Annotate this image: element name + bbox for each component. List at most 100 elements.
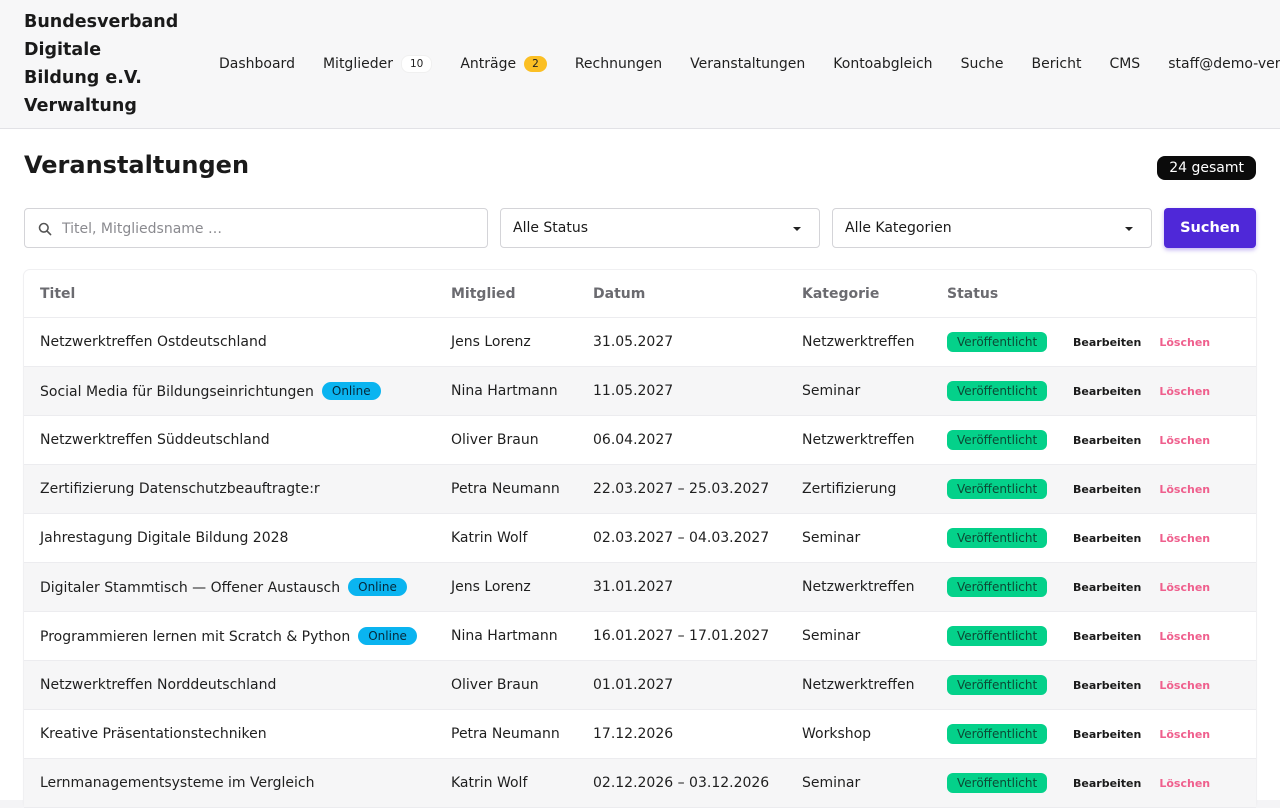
edit-button[interactable]: Bearbeiten	[1073, 581, 1142, 594]
category-select[interactable]: Alle Kategorien	[832, 208, 1152, 248]
nav-cms[interactable]: CMS	[1095, 50, 1154, 78]
edit-button[interactable]: Bearbeiten	[1073, 483, 1142, 496]
delete-button[interactable]: Löschen	[1159, 630, 1211, 643]
nav-label: Suche	[960, 56, 1004, 72]
delete-button[interactable]: Löschen	[1159, 777, 1211, 790]
cell-category: Netzwerktreffen	[786, 415, 931, 465]
search-button[interactable]: Suchen	[1164, 208, 1256, 248]
cell-title: Netzwerktreffen Norddeutschland	[24, 660, 435, 710]
table-row[interactable]: Kreative Präsentationstechniken Petra Neu…	[24, 709, 1256, 759]
delete-button[interactable]: Löschen	[1159, 532, 1211, 545]
nav-kontoabgleich[interactable]: Kontoabgleich	[819, 50, 946, 78]
category-select-value: Alle Kategorien	[845, 220, 952, 236]
edit-button[interactable]: Bearbeiten	[1073, 777, 1142, 790]
table-row[interactable]: Digitaler Stammtisch — Offener Austausch…	[24, 562, 1256, 612]
filter-bar: Alle Status Alle Kategorien Suchen	[24, 208, 1256, 249]
nav-suche[interactable]: Suche	[947, 50, 1018, 78]
cell-category: Seminar	[786, 611, 931, 661]
delete-button[interactable]: Löschen	[1159, 385, 1211, 398]
status-badge: Veröffentlicht	[947, 724, 1048, 744]
nav-label: Anträge	[460, 56, 517, 72]
cell-category: Seminar	[786, 758, 931, 808]
event-title[interactable]: Lernmanagementsysteme im Vergleich	[40, 775, 315, 791]
edit-button[interactable]: Bearbeiten	[1073, 336, 1142, 349]
online-badge: Online	[321, 382, 381, 400]
status-badge: Veröffentlicht	[947, 332, 1048, 352]
delete-button[interactable]: Löschen	[1159, 336, 1211, 349]
cell-date: 17.12.2026	[577, 709, 786, 759]
column-header-mitglied[interactable]: Mitglied	[435, 270, 577, 318]
event-title[interactable]: Zertifizierung Datenschutzbeauftragte:r	[40, 481, 320, 497]
event-title[interactable]: Jahrestagung Digitale Bildung 2028	[40, 530, 289, 546]
cell-actions: Bearbeiten Löschen	[1057, 611, 1256, 661]
nav-dashboard[interactable]: Dashboard	[205, 50, 309, 78]
column-header-kategorie[interactable]: Kategorie	[786, 270, 931, 318]
column-header-actions	[1057, 270, 1256, 318]
cell-actions: Bearbeiten Löschen	[1057, 464, 1256, 514]
chevron-down-icon	[793, 227, 801, 231]
status-select[interactable]: Alle Status	[500, 208, 820, 248]
table-row[interactable]: Zertifizierung Datenschutzbeauftragte:r P…	[24, 464, 1256, 514]
cell-member: Jens Lorenz	[435, 562, 577, 612]
edit-button[interactable]: Bearbeiten	[1073, 728, 1142, 741]
online-badge: Online	[348, 578, 407, 596]
column-header-datum[interactable]: Datum	[577, 270, 786, 318]
nav-label: Rechnungen	[574, 56, 663, 72]
cell-date: 16.01.2027 – 17.01.2027	[577, 611, 786, 661]
cell-date: 11.05.2027	[577, 366, 786, 416]
nav-user-account[interactable]: staff@demo-verb	[1154, 50, 1280, 78]
event-title[interactable]: Kreative Präsentationstechniken	[40, 726, 267, 742]
cell-member: Katrin Wolf	[435, 758, 577, 808]
event-title[interactable]: Netzwerktreffen Ostdeutschland	[40, 334, 267, 350]
delete-button[interactable]: Löschen	[1159, 728, 1211, 741]
edit-button[interactable]: Bearbeiten	[1073, 532, 1142, 545]
nav-veranstaltungen[interactable]: Veranstaltungen	[676, 50, 819, 78]
cell-actions: Bearbeiten Löschen	[1057, 415, 1256, 465]
event-title[interactable]: Digitaler Stammtisch — Offener Austausch	[40, 580, 341, 596]
edit-button[interactable]: Bearbeiten	[1073, 630, 1142, 643]
column-header-titel[interactable]: Titel	[24, 270, 435, 318]
delete-button[interactable]: Löschen	[1159, 434, 1211, 447]
edit-button[interactable]: Bearbeiten	[1073, 434, 1142, 447]
cell-date: 22.03.2027 – 25.03.2027	[577, 464, 786, 514]
brand-logo-text[interactable]: Bundesverband Digitale Bildung e.V. Verw…	[24, 8, 194, 120]
delete-button[interactable]: Löschen	[1159, 483, 1211, 496]
cell-category: Seminar	[786, 366, 931, 416]
nav-antraege[interactable]: Anträge 2	[446, 50, 560, 78]
nav-label: Mitglieder	[322, 56, 393, 72]
edit-button[interactable]: Bearbeiten	[1073, 385, 1142, 398]
table-row[interactable]: Social Media für Bildungseinrichtungen On…	[24, 366, 1256, 416]
event-title[interactable]: Programmieren lernen mit Scratch & Pytho…	[40, 629, 351, 645]
cell-category: Netzwerktreffen	[786, 660, 931, 710]
brand-line: Digitale	[24, 40, 102, 60]
edit-button[interactable]: Bearbeiten	[1073, 679, 1142, 692]
cell-title: Netzwerktreffen Süddeutschland	[24, 415, 435, 465]
event-title[interactable]: Netzwerktreffen Norddeutschland	[40, 677, 277, 693]
event-title[interactable]: Netzwerktreffen Süddeutschland	[40, 432, 270, 448]
event-title[interactable]: Social Media für Bildungseinrichtungen	[40, 384, 314, 400]
total-count-badge: 24 gesamt	[1157, 156, 1256, 180]
cell-category: Seminar	[786, 513, 931, 563]
cell-date: 02.03.2027 – 04.03.2027	[577, 513, 786, 563]
search-field[interactable]	[24, 208, 488, 249]
events-table-card: Titel Mitglied Datum Kategorie Status Ne…	[24, 270, 1256, 808]
table-row[interactable]: Lernmanagementsysteme im Vergleich Katrin…	[24, 758, 1256, 808]
delete-button[interactable]: Löschen	[1159, 581, 1211, 594]
search-input[interactable]	[60, 209, 484, 249]
table-row[interactable]: Jahrestagung Digitale Bildung 2028 Katrin…	[24, 513, 1256, 563]
cell-status: Veröffentlicht	[931, 366, 1057, 416]
nav-rechnungen[interactable]: Rechnungen	[561, 50, 676, 78]
nav-mitglieder[interactable]: Mitglieder 10	[309, 50, 446, 78]
table-row[interactable]: Programmieren lernen mit Scratch & Pytho…	[24, 611, 1256, 661]
status-select-value: Alle Status	[513, 220, 589, 236]
count-badge: 10	[400, 55, 433, 73]
cell-date: 31.05.2027	[577, 317, 786, 367]
delete-button[interactable]: Löschen	[1159, 679, 1211, 692]
column-header-status[interactable]: Status	[931, 270, 1057, 318]
nav-bericht[interactable]: Bericht	[1018, 50, 1096, 78]
table-row[interactable]: Netzwerktreffen Norddeutschland Oliver Br…	[24, 660, 1256, 710]
status-badge: Veröffentlicht	[947, 577, 1048, 597]
table-row[interactable]: Netzwerktreffen Süddeutschland Oliver Bra…	[24, 415, 1256, 465]
table-row[interactable]: Netzwerktreffen Ostdeutschland Jens Loren…	[24, 317, 1256, 367]
cell-actions: Bearbeiten Löschen	[1057, 317, 1256, 367]
